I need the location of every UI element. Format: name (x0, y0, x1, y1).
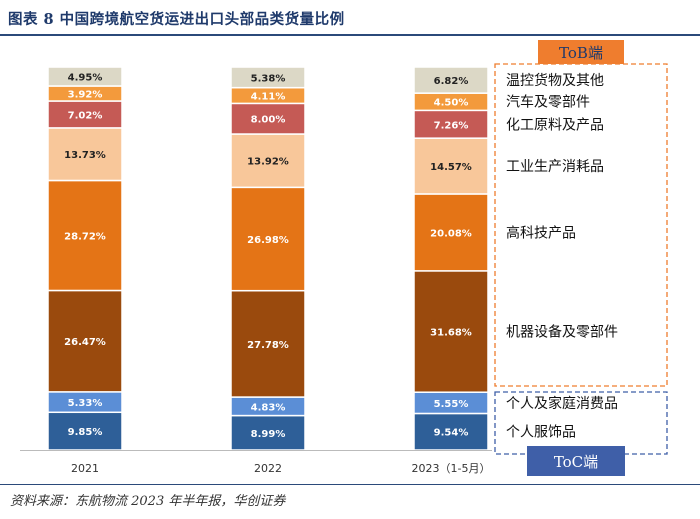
x-tick-label: 2021 (71, 462, 99, 475)
data-label: 8.99% (251, 429, 286, 440)
bar-segment (47, 411, 123, 451)
data-label: 9.85% (68, 427, 103, 438)
data-label: 4.11% (251, 92, 286, 103)
bar-segment (230, 289, 306, 398)
legend-label: 个人及家庭消费品 (506, 395, 618, 412)
bar-segment (413, 137, 489, 195)
x-axis: 2021 2022 2023（1-5月） (20, 450, 492, 475)
data-label: 5.33% (68, 398, 103, 409)
bar-segment (230, 102, 306, 135)
bar-segment (47, 66, 123, 87)
group-tag-label: ToB端 (559, 44, 603, 62)
bar-segment (413, 412, 489, 451)
data-label: 13.73% (64, 150, 106, 161)
legend-label: 化工原料及产品 (506, 117, 604, 133)
bar-segment (413, 193, 489, 272)
data-label: 5.55% (434, 399, 469, 410)
data-label: 3.92% (68, 90, 103, 101)
figure-title: 图表 8 中国跨境航空货运进出口头部品类货量比例 (8, 11, 345, 28)
data-label: 28.72% (64, 231, 106, 242)
data-label: 8.00% (251, 115, 286, 126)
group-tag-label: ToC端 (554, 453, 598, 471)
data-label: 27.78% (247, 340, 289, 351)
title-divider (0, 34, 700, 36)
bar-segment (230, 186, 306, 292)
group-tag (527, 446, 625, 476)
data-label: 14.57% (430, 162, 472, 173)
bar-segment (230, 66, 306, 89)
data-label: 5.38% (251, 73, 286, 84)
data-label: 9.54% (434, 428, 469, 439)
legend-label: 机器设备及零部件 (506, 324, 618, 341)
legend-label: 工业生产消耗品 (506, 159, 604, 175)
data-label: 13.92% (247, 157, 289, 168)
legend-label: 高科技产品 (506, 224, 576, 241)
data-label: 7.26% (434, 120, 469, 131)
data-label: 20.08% (430, 228, 472, 239)
source-divider (0, 484, 700, 485)
data-label: 26.47% (64, 337, 106, 348)
bar-segment (47, 289, 123, 393)
data-label: 6.82% (434, 76, 469, 87)
legend-label: 汽车及零部件 (506, 94, 590, 111)
legend-label: 个人服饰品 (506, 425, 576, 441)
data-label: 26.98% (247, 235, 289, 246)
bars-layer: 9.85% 5.33% 26.47% 28.72% 13.73% 7.02% 3.92% 4.… (47, 66, 489, 451)
data-label: 4.95% (68, 73, 103, 84)
data-label: 4.83% (251, 402, 286, 413)
data-label: 31.68% (430, 328, 472, 339)
bar-segment (230, 133, 306, 189)
data-label: 7.02% (68, 110, 103, 121)
x-tick-label: 2022 (254, 462, 282, 475)
source-note: 资料来源：东航物流 2023 年半年报，华创证券 (10, 494, 286, 509)
legend-label: 温控货物及其他 (506, 72, 604, 89)
group-box (494, 63, 668, 387)
group-tag (538, 40, 624, 64)
bar-segment (413, 66, 489, 94)
group-boxes-layer: ToB端 ToC端 (494, 40, 668, 476)
x-tick-label: 2023（1-5月） (412, 462, 491, 475)
data-label: 4.50% (434, 98, 469, 109)
